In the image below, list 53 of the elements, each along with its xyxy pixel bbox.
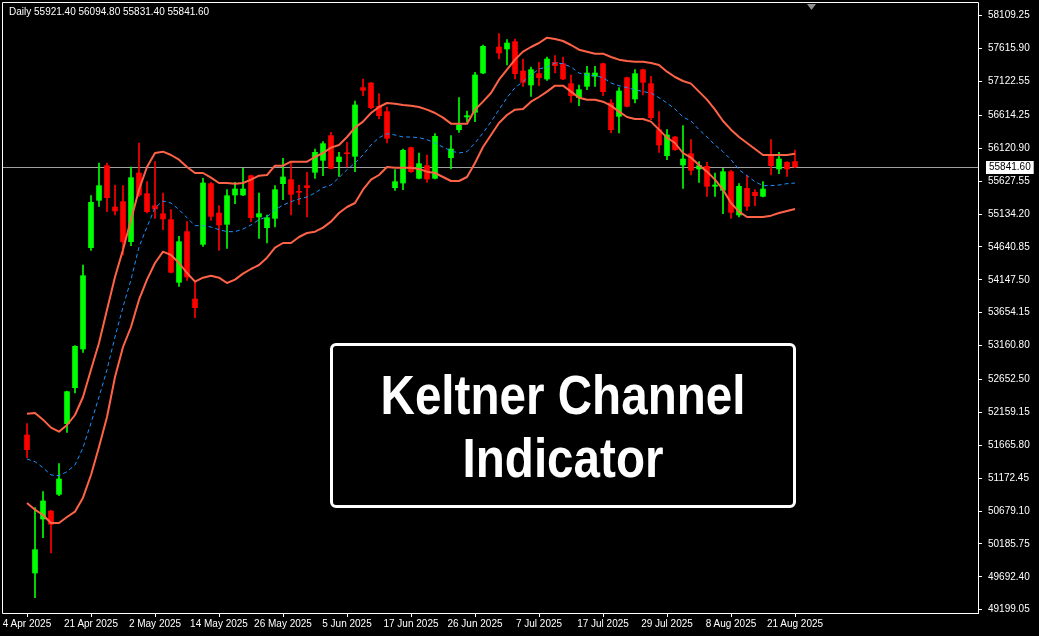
x-tick-label: 14 May 2025 [190,617,249,629]
y-tick-label: 57615.90 [988,42,1031,54]
x-tick-label: 17 Jun 2025 [383,617,439,629]
candlestick [592,66,598,87]
y-tick-label: 54640.85 [988,240,1031,252]
y-tick-label: 57122.55 [988,75,1031,87]
candlestick [752,189,758,206]
candlestick [296,184,302,205]
x-tick-label: 21 Aug 2025 [766,617,824,629]
x-tick-label: 26 May 2025 [254,617,313,629]
y-tick-label: 50185.75 [988,537,1031,549]
x-tick-label: 5 Jun 2025 [322,617,373,629]
candlestick [336,152,342,177]
y-tick-label: 52159.15 [988,406,1031,418]
candlestick [304,172,310,218]
y-tick-label: 56120.90 [988,142,1031,154]
y-tick-label: 58109.25 [988,9,1031,21]
candlestick [256,192,262,239]
candlestick [360,78,366,96]
x-tick-label: 21 Apr 2025 [64,617,119,629]
y-tick-label: 53654.15 [988,306,1031,318]
x-tick-label: 17 Jul 2025 [577,617,630,629]
candlestick [712,172,718,197]
x-tick-label: 2 May 2025 [128,617,182,629]
y-tick-label: 54147.50 [988,273,1031,285]
y-tick-label: 53160.80 [988,339,1031,351]
x-tick-label: 29 Jul 2025 [641,617,694,629]
candlestick [496,33,502,60]
y-tick-label: 49692.40 [988,570,1031,582]
y-tick-label: 51665.80 [988,439,1031,451]
text: Keltner Channel Indicator [379,362,747,489]
y-tick-label: 51172.45 [988,471,1030,483]
candlestick [344,142,350,168]
chart-subtitle: Daily 55921.40 56094.80 55831.40 55841.60 [9,6,210,18]
candlestick [536,62,542,86]
x-tick-label: 26 Jun 2025 [447,617,503,629]
candlestick [160,192,166,230]
x-tick-label: 8 Aug 2025 [705,617,757,629]
candlestick [504,39,510,66]
y-tick-label: 49199.05 [988,603,1031,615]
x-tick-label: 4 Apr 2025 [2,617,52,629]
y-tick-label: 52652.50 [988,373,1031,385]
x-tick-label: 7 Jul 2025 [515,617,563,629]
candlestick [112,184,118,216]
y-tick-label: 56614.25 [988,109,1031,121]
y-tick-label: 55627.55 [988,174,1031,186]
candlestick [280,158,286,200]
y-tick-label: 50679.10 [988,504,1031,516]
candlestick [152,161,158,219]
y-tick-label: 55134.20 [988,207,1031,219]
candlestick [456,97,462,133]
ref-line-label: 55841.60 [989,161,1032,173]
candlestick [680,125,686,189]
